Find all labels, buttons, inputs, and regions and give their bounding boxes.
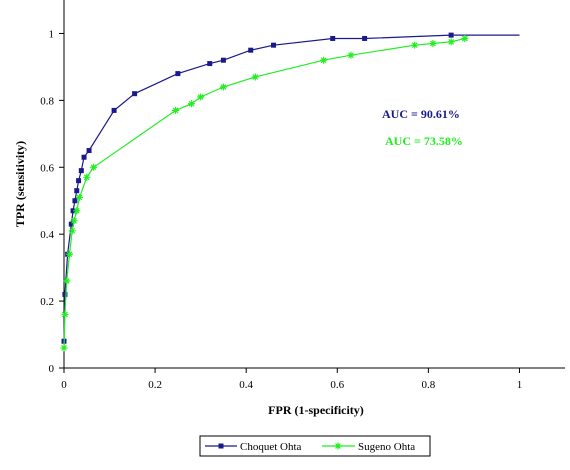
data-point: [62, 291, 68, 297]
data-point: [70, 208, 76, 214]
legend-marker-choquet: [218, 443, 224, 449]
legend-box: [199, 435, 431, 457]
data-point: [172, 106, 180, 114]
data-point: [347, 51, 355, 59]
x-tick-label: 0.8: [421, 379, 435, 391]
data-point: [132, 91, 138, 97]
series-line: [63, 34, 520, 342]
data-point: [207, 61, 213, 67]
data-point: [68, 227, 76, 235]
data-point: [188, 100, 196, 108]
data-point: [76, 178, 82, 184]
axes: [63, 0, 565, 369]
legend-marker-sugeno: [334, 442, 342, 450]
x-tick-label: 1: [517, 379, 523, 391]
data-point: [75, 193, 83, 201]
data-point: [63, 277, 71, 285]
x-tick-label: 0.6: [330, 379, 344, 391]
data-point: [86, 148, 92, 154]
data-point: [175, 71, 181, 77]
data-point: [111, 107, 117, 113]
data-point: [78, 168, 84, 174]
data-point: [74, 188, 80, 194]
x-axis-label: FPR (1-specificity): [268, 403, 364, 417]
data-point: [411, 41, 419, 49]
data-point: [251, 73, 259, 81]
data-point: [220, 57, 226, 63]
x-tick-label: 0: [61, 379, 67, 391]
y-tick-label: 0.8: [40, 95, 54, 107]
data-point: [65, 250, 73, 258]
data-point: [461, 34, 469, 42]
data-point: [330, 35, 336, 41]
data-point: [81, 154, 87, 160]
y-tick-label: 0.6: [40, 162, 54, 174]
legend-label-choquet: Choquet Ohta: [240, 441, 302, 453]
data-point: [429, 39, 437, 47]
legend: Choquet Ohta Sugeno Ohta: [199, 435, 431, 457]
data-point: [61, 310, 69, 318]
series: [60, 32, 520, 352]
y-axis-label: TPR (sensitivity): [13, 141, 27, 227]
data-point: [72, 198, 78, 204]
data-point: [248, 47, 254, 53]
data-point: [447, 38, 455, 46]
series-line: [63, 37, 465, 348]
data-point: [448, 32, 454, 38]
data-point: [70, 217, 78, 225]
x-tick-label: 0.2: [148, 379, 162, 391]
y-tick-label: 0.2: [40, 296, 54, 308]
auc-annotation-choquet: AUC = 90.61%: [382, 107, 460, 121]
data-point: [271, 42, 277, 48]
data-point: [60, 344, 68, 352]
data-point: [197, 93, 205, 101]
series-choquet-ohta: [61, 32, 520, 344]
data-point: [90, 163, 98, 171]
data-point: [83, 173, 91, 181]
data-point: [73, 207, 81, 215]
data-point: [362, 35, 368, 41]
auc-annotation-sugeno: AUC = 73.58%: [385, 134, 463, 148]
y-tick-label: 0.4: [40, 229, 54, 241]
legend-item-sugeno: [322, 442, 355, 450]
x-tick-label: 0.4: [239, 379, 253, 391]
legend-label-sugeno: Sugeno Ohta: [358, 441, 415, 453]
ticks: 0 0.2 0.4 0.6 0.8 1 0 0.2 0.4 0.6 0.8 1: [40, 28, 522, 391]
data-point: [219, 83, 227, 91]
series-sugeno-ohta: [60, 34, 469, 352]
legend-item-choquet: [205, 443, 237, 449]
y-tick-label: 1: [49, 28, 55, 40]
data-point: [320, 56, 328, 64]
y-tick-label: 0: [49, 363, 55, 375]
data-point: [68, 221, 74, 227]
